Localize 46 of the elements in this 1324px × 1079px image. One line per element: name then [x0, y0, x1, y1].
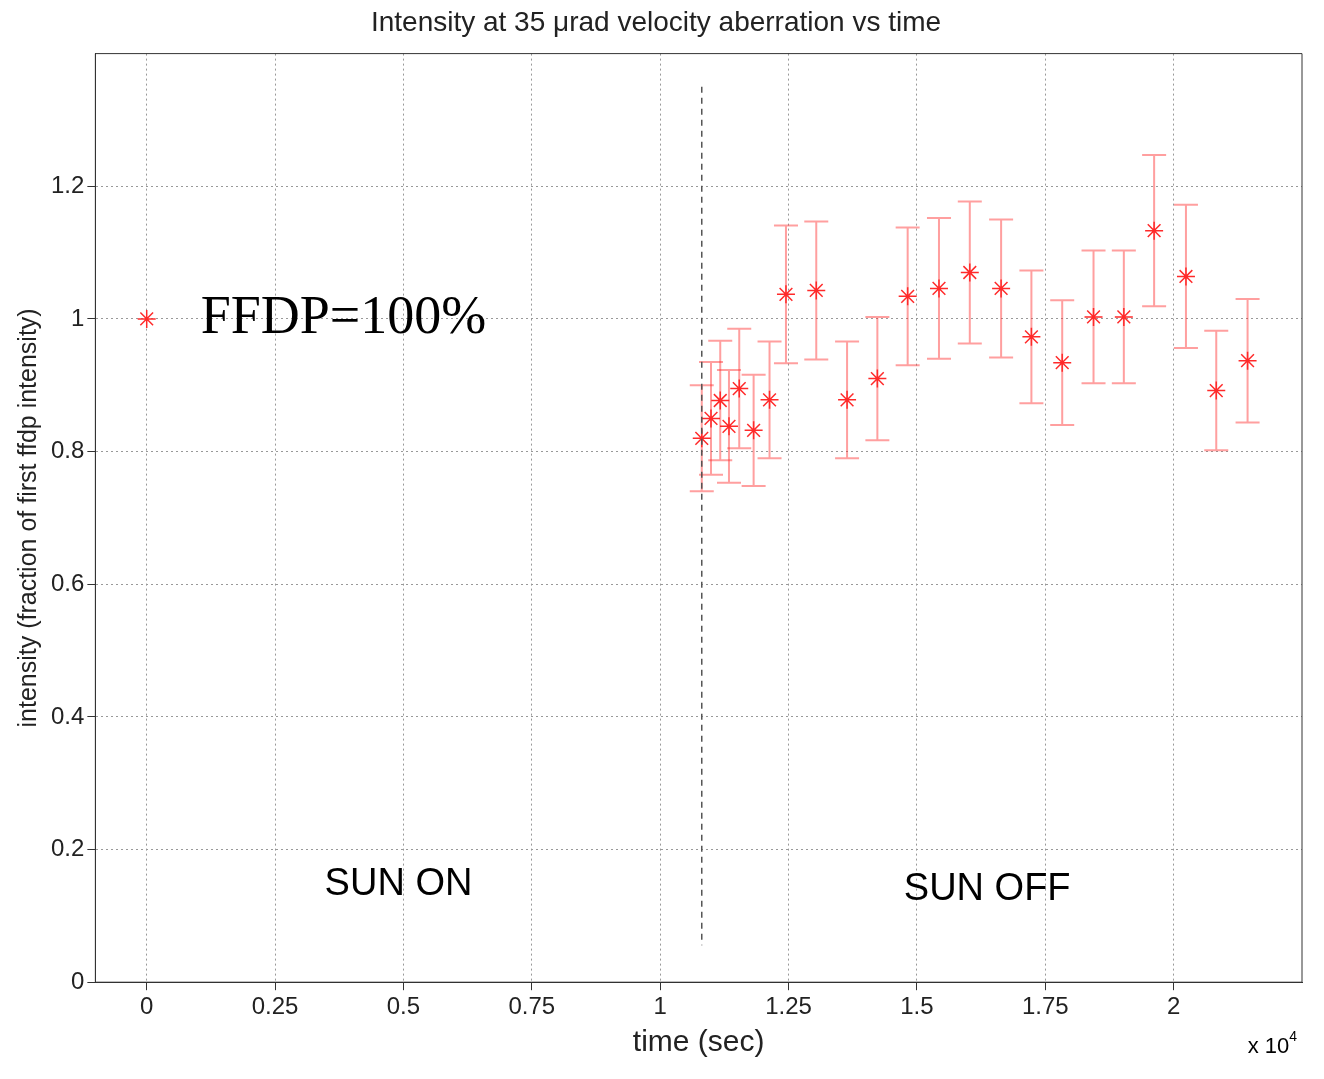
point — [1144, 220, 1164, 241]
point — [897, 286, 918, 307]
point — [729, 378, 749, 399]
point — [1206, 380, 1226, 401]
point — [743, 420, 764, 441]
point — [1052, 352, 1072, 373]
point — [136, 309, 157, 329]
point — [1021, 327, 1042, 347]
point — [837, 390, 857, 410]
point — [929, 278, 949, 299]
x-axis-title: time (sec) — [632, 1024, 765, 1058]
annotation: SUN OFF — [903, 865, 1071, 908]
point — [1114, 307, 1134, 327]
point — [692, 428, 712, 449]
point — [1176, 266, 1196, 287]
x-tick-label: 1.25 — [765, 992, 812, 1020]
x-tick-label: 0 — [140, 992, 154, 1020]
x-tick-label: 2 — [1166, 992, 1181, 1020]
y-tick-label: 1.2 — [50, 170, 85, 198]
y-tick-label: 0 — [71, 966, 85, 994]
point — [991, 278, 1011, 299]
point — [719, 416, 739, 437]
x-tick-label: 0.75 — [508, 992, 556, 1020]
y-tick-label: 1 — [71, 303, 85, 331]
annotation: SUN ON — [324, 861, 473, 904]
x-tick-label: 1.5 — [900, 992, 934, 1020]
point — [1083, 307, 1104, 327]
point — [960, 262, 980, 283]
x-tick-label: 0.5 — [386, 992, 421, 1020]
x-tick-label: 1.75 — [1021, 992, 1069, 1020]
annotation: FFDP=100% — [200, 285, 487, 346]
point — [867, 368, 888, 389]
point — [759, 390, 780, 410]
point — [710, 390, 730, 411]
y-axis-title: intensity (fraction of first ffdp intensity) — [12, 308, 41, 728]
chart-title: Intensity at 35 μrad velocity aberration vs time — [370, 5, 942, 37]
x-tick-label: 1 — [653, 992, 667, 1020]
point — [1237, 350, 1258, 371]
point — [701, 408, 721, 429]
x-tick-label: 0.25 — [251, 992, 299, 1020]
point — [806, 280, 827, 301]
y-tick-label: 0.2 — [50, 834, 85, 862]
y-tick-label: 0.8 — [50, 436, 85, 464]
point — [776, 284, 796, 305]
y-tick-label: 0.6 — [50, 568, 85, 596]
y-tick-label: 0.4 — [50, 701, 85, 729]
